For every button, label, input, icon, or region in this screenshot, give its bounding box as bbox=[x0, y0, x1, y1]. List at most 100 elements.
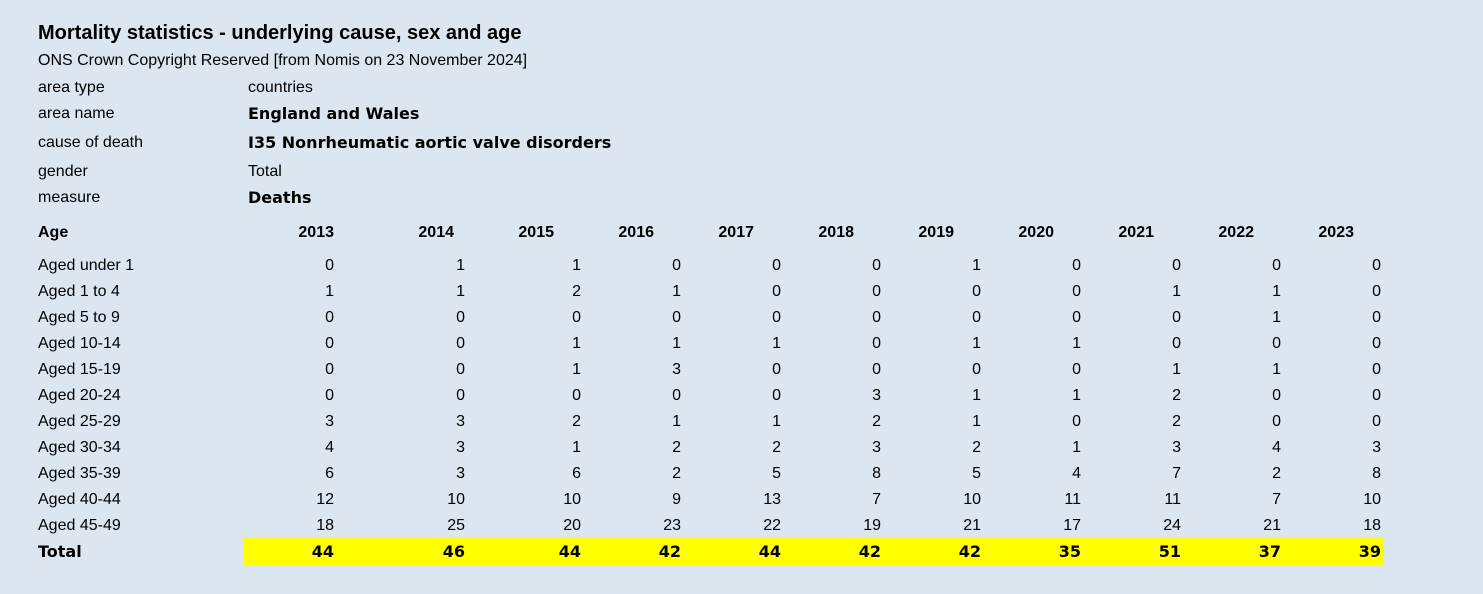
table-cell: 0 bbox=[325, 335, 334, 352]
table-cell: 7 bbox=[872, 491, 881, 508]
table-cell: 13 bbox=[763, 491, 781, 508]
table-cell: 0 bbox=[872, 257, 881, 274]
table-cell: 0 bbox=[872, 361, 881, 378]
table-cell: 1 bbox=[1272, 309, 1281, 326]
total-cell: 35 bbox=[1058, 542, 1081, 561]
table-cell: 4 bbox=[1072, 465, 1081, 482]
table-cell: 12 bbox=[316, 491, 334, 508]
table-cell: 1 bbox=[1272, 283, 1281, 300]
table-cell: 0 bbox=[572, 387, 581, 404]
table-cell: 1 bbox=[972, 335, 981, 352]
table-cell: 0 bbox=[1372, 413, 1381, 430]
table-cell: 0 bbox=[325, 361, 334, 378]
table-cell: 2 bbox=[672, 465, 681, 482]
table-cell: 1 bbox=[1072, 439, 1081, 456]
table-cell: 7 bbox=[1272, 491, 1281, 508]
meta-gender-value: Total bbox=[248, 163, 282, 180]
table-cell: 1 bbox=[1072, 335, 1081, 352]
table-cell: 3 bbox=[872, 439, 881, 456]
meta-cause-label: cause of death bbox=[38, 134, 143, 151]
row-label: Aged 1 to 4 bbox=[38, 283, 120, 300]
table-cell: 2 bbox=[972, 439, 981, 456]
row-label: Aged 45-49 bbox=[38, 517, 121, 534]
table-cell: 25 bbox=[447, 517, 465, 534]
table-cell: 1 bbox=[572, 361, 581, 378]
total-cell: 46 bbox=[442, 542, 465, 561]
table-cell: 0 bbox=[1372, 335, 1381, 352]
table-cell: 2 bbox=[572, 413, 581, 430]
table-cell: 0 bbox=[1172, 257, 1181, 274]
table-cell: 2 bbox=[1272, 465, 1281, 482]
year-header-2019: 2019 bbox=[918, 224, 954, 241]
table-cell: 24 bbox=[1163, 517, 1181, 534]
row-label: Aged 25-29 bbox=[38, 413, 121, 430]
table-cell: 2 bbox=[1172, 413, 1181, 430]
total-cell: 37 bbox=[1258, 542, 1281, 561]
table-cell: 1 bbox=[572, 257, 581, 274]
table-cell: 0 bbox=[672, 309, 681, 326]
table-cell: 0 bbox=[1372, 309, 1381, 326]
table-cell: 8 bbox=[872, 465, 881, 482]
year-header-2014: 2014 bbox=[418, 224, 454, 241]
table-cell: 21 bbox=[963, 517, 981, 534]
table-cell: 2 bbox=[872, 413, 881, 430]
table-cell: 0 bbox=[972, 283, 981, 300]
table-cell: 1 bbox=[1172, 361, 1181, 378]
table-cell: 0 bbox=[1272, 257, 1281, 274]
meta-area-type-value: countries bbox=[248, 79, 313, 96]
year-header-2020: 2020 bbox=[1018, 224, 1054, 241]
table-cell: 3 bbox=[672, 361, 681, 378]
table-cell: 2 bbox=[572, 283, 581, 300]
table-cell: 0 bbox=[1272, 413, 1281, 430]
table-cell: 3 bbox=[872, 387, 881, 404]
table-cell: 0 bbox=[1172, 309, 1181, 326]
table-cell: 0 bbox=[1372, 257, 1381, 274]
table-cell: 1 bbox=[1172, 283, 1181, 300]
table-cell: 1 bbox=[772, 335, 781, 352]
table-cell: 1 bbox=[1072, 387, 1081, 404]
table-cell: 1 bbox=[672, 335, 681, 352]
table-cell: 1 bbox=[456, 257, 465, 274]
table-cell: 11 bbox=[1164, 491, 1181, 508]
year-header-2023: 2023 bbox=[1318, 224, 1354, 241]
table-cell: 10 bbox=[1363, 491, 1381, 508]
table-cell: 3 bbox=[1172, 439, 1181, 456]
total-cell: 42 bbox=[858, 542, 881, 561]
meta-area-name-label: area name bbox=[38, 105, 115, 122]
table-cell: 0 bbox=[1372, 283, 1381, 300]
table-cell: 0 bbox=[1272, 335, 1281, 352]
table-cell: 0 bbox=[972, 309, 981, 326]
meta-measure-value: Deaths bbox=[248, 188, 312, 207]
table-cell: 0 bbox=[1272, 387, 1281, 404]
table-cell: 0 bbox=[456, 387, 465, 404]
table-cell: 1 bbox=[672, 413, 681, 430]
table-cell: 1 bbox=[972, 257, 981, 274]
total-cell: 44 bbox=[758, 542, 781, 561]
table-cell: 0 bbox=[1372, 387, 1381, 404]
report-title: Mortality statistics - underlying cause,… bbox=[38, 22, 522, 44]
table-cell: 0 bbox=[325, 309, 334, 326]
table-cell: 0 bbox=[456, 335, 465, 352]
table-cell: 2 bbox=[772, 439, 781, 456]
table-cell: 4 bbox=[1272, 439, 1281, 456]
table-cell: 0 bbox=[772, 309, 781, 326]
table-cell: 3 bbox=[1372, 439, 1381, 456]
row-label: Aged 5 to 9 bbox=[38, 309, 120, 326]
table-cell: 3 bbox=[456, 465, 465, 482]
year-header-2017: 2017 bbox=[718, 224, 754, 241]
meta-area-type-label: area type bbox=[38, 79, 105, 96]
year-header-2015: 2015 bbox=[518, 224, 554, 241]
table-cell: 2 bbox=[672, 439, 681, 456]
table-cell: 4 bbox=[325, 439, 334, 456]
table-cell: 0 bbox=[772, 361, 781, 378]
table-cell: 1 bbox=[456, 283, 465, 300]
table-cell: 8 bbox=[1372, 465, 1381, 482]
table-cell: 0 bbox=[456, 361, 465, 378]
age-column-header: Age bbox=[38, 224, 69, 241]
table-cell: 0 bbox=[1072, 413, 1081, 430]
table-cell: 22 bbox=[763, 517, 781, 534]
table-cell: 1 bbox=[572, 335, 581, 352]
table-cell: 9 bbox=[672, 491, 681, 508]
table-cell: 10 bbox=[447, 491, 465, 508]
table-cell: 1 bbox=[1272, 361, 1281, 378]
